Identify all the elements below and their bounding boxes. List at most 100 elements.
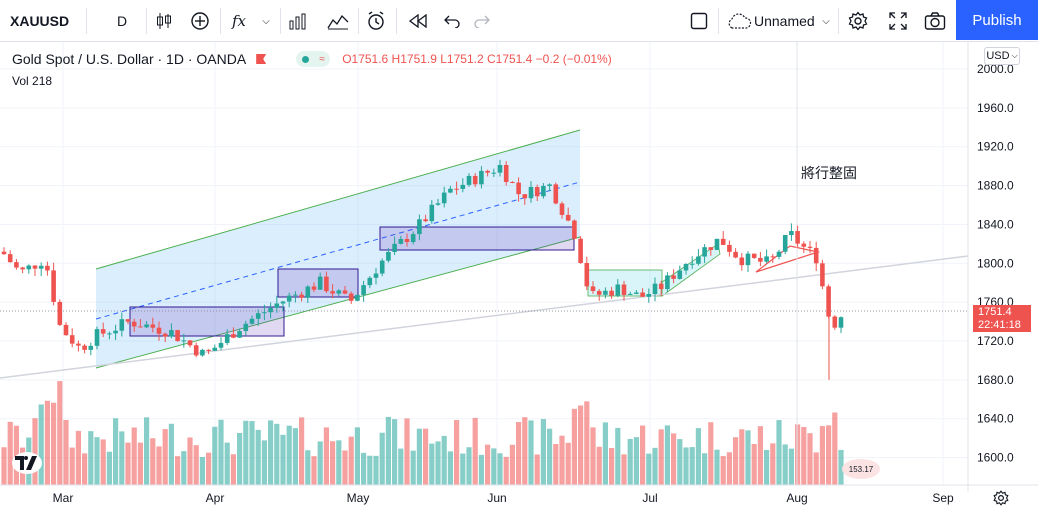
candlestick-series <box>1 159 844 380</box>
time-tick-label: Sep <box>932 491 954 505</box>
chevron-down-icon[interactable]: ⌵ <box>822 15 830 27</box>
chevron-down-icon[interactable]: ⌵ <box>262 15 270 27</box>
candle-body <box>584 262 590 287</box>
fullscreen-square-icon[interactable] <box>688 0 710 42</box>
cloud-icon[interactable] <box>724 0 754 42</box>
replay-icon[interactable] <box>404 0 432 42</box>
price-tick-label: 1800.0 <box>977 256 1014 270</box>
candle-body <box>224 334 230 343</box>
candle-body <box>206 349 211 351</box>
candle-body <box>286 295 292 302</box>
volume-bar <box>596 446 602 485</box>
market-status-badge[interactable]: ≈ <box>296 51 331 67</box>
candle-body <box>745 253 751 266</box>
flag-icon[interactable] <box>256 54 267 64</box>
expand-icon[interactable] <box>884 0 912 42</box>
volume-bar <box>69 447 75 485</box>
volume-bar <box>553 443 559 485</box>
volume-bar <box>788 448 794 485</box>
volume-bars <box>1 381 844 485</box>
camera-icon[interactable] <box>920 0 950 42</box>
candle-body <box>113 330 118 334</box>
candle-body <box>82 345 87 350</box>
chart-type-icon[interactable] <box>150 0 178 42</box>
volume-bar <box>156 446 162 485</box>
candle-body <box>404 238 410 243</box>
volume-bar <box>125 442 131 485</box>
templates-icon[interactable] <box>324 0 352 42</box>
gear-icon[interactable] <box>993 490 1011 508</box>
volume-bar <box>206 452 212 485</box>
volume-bar <box>367 455 373 485</box>
gear-icon[interactable] <box>844 0 872 42</box>
price-tick-label: 1920.0 <box>977 140 1014 154</box>
time-tick-label: May <box>347 491 370 505</box>
volume-bar <box>82 453 88 485</box>
add-indicator-icon[interactable] <box>186 0 214 42</box>
volume-bar <box>819 426 825 485</box>
volume-bar <box>398 448 404 485</box>
trend-line <box>0 255 969 379</box>
volume-bar <box>187 437 193 485</box>
candle-body <box>485 170 490 173</box>
candle-body <box>398 238 404 244</box>
volume-bar <box>478 454 484 485</box>
volume-bar <box>354 427 360 485</box>
volume-bar <box>131 427 137 485</box>
candle-body <box>317 276 323 290</box>
indicators-fx-button[interactable]: fx <box>231 12 246 30</box>
publish-button[interactable]: Publish <box>956 0 1038 40</box>
volume-bar <box>113 418 119 485</box>
candle-body <box>460 184 466 189</box>
candle-body <box>758 257 763 262</box>
chart-canvas[interactable]: 2000.01960.01920.01880.01840.01800.01760… <box>0 42 1038 518</box>
ohlc-values: O1751.6 H1751.9 L1751.2 C1751.4 −0.2 (−0… <box>342 52 612 66</box>
volume-bar <box>702 453 708 485</box>
currency-selector[interactable]: USD ⌵ <box>984 47 1020 65</box>
candle-body <box>466 175 472 185</box>
volume-bar <box>695 428 701 485</box>
candle-body <box>125 319 131 322</box>
candle-body <box>603 290 608 295</box>
candle-body <box>479 170 484 185</box>
volume-bar <box>379 432 385 485</box>
candle-body <box>770 256 776 258</box>
volume-legend[interactable]: Vol 218 <box>12 74 53 88</box>
volume-bar <box>689 447 695 485</box>
volume-bar <box>609 448 615 485</box>
price-tick-label: 1960.0 <box>977 101 1014 115</box>
candle-body <box>658 283 664 290</box>
volume-bar <box>485 444 491 485</box>
compare-bars-icon[interactable] <box>284 0 312 42</box>
time-tick-label: Mar <box>53 491 74 505</box>
chart-text-annotation[interactable]: 將行整固 <box>801 166 857 182</box>
last-price-tag: 1751.4 <box>973 305 1031 319</box>
candle-body <box>45 265 50 271</box>
volume-bar <box>330 441 336 485</box>
volume-bar <box>547 428 553 485</box>
volume-bar <box>51 402 57 485</box>
legend-title[interactable]: Gold Spot / U.S. Dollar · 1D · OANDA <box>12 51 247 67</box>
redo-icon[interactable] <box>470 0 494 42</box>
volume-bar <box>286 425 292 485</box>
candle-body <box>813 247 819 264</box>
candle-body <box>559 203 565 215</box>
volume-bar <box>733 437 739 485</box>
layout-name[interactable]: Unnamed <box>754 13 815 29</box>
candle-body <box>665 275 670 290</box>
volume-bar <box>590 427 596 485</box>
symbol-legend: Gold Spot / U.S. Dollar · 1D · OANDA ≈ O… <box>12 50 612 68</box>
volume-bar <box>540 419 546 485</box>
candle-body <box>801 243 807 247</box>
candle-body <box>373 273 379 278</box>
candle-body <box>491 172 497 174</box>
symbol-search[interactable]: XAUUSD <box>10 13 70 29</box>
volume-bar <box>175 456 181 485</box>
interval-selector[interactable]: D <box>116 13 128 29</box>
volume-bar <box>516 422 522 485</box>
alert-clock-icon[interactable] <box>362 0 390 42</box>
tradingview-logo-icon[interactable] <box>12 452 42 474</box>
volume-bar <box>299 417 305 485</box>
undo-icon[interactable] <box>440 0 464 42</box>
volume-bar <box>106 451 112 485</box>
